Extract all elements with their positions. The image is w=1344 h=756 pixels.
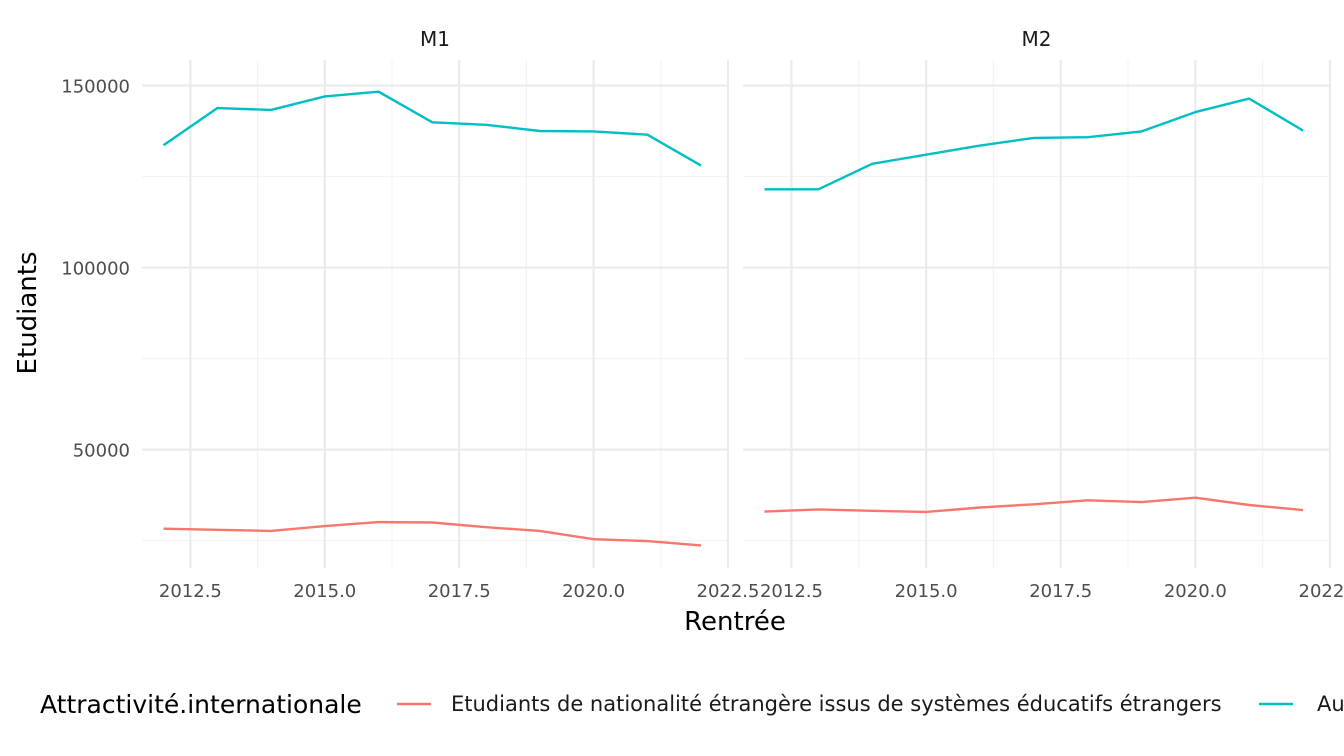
x-tick-label: 2022.5 [1299, 581, 1344, 602]
x-tick-label: 2020.0 [562, 581, 625, 602]
x-tick-label: 2012.5 [159, 581, 222, 602]
legend-title: Attractivité.internationale [40, 690, 362, 719]
legend-label: Etudiants de nationalité étrangère issus… [451, 692, 1222, 716]
x-tick-label: 2017.5 [428, 581, 491, 602]
x-axis-title: Rentrée [684, 607, 786, 637]
y-tick-label: 50000 [73, 441, 130, 462]
x-tick-label: 2012.5 [760, 581, 823, 602]
series-line [764, 97, 1304, 191]
series-line [764, 496, 1304, 514]
series-line [163, 520, 702, 547]
x-tick-label: 2020.0 [1164, 581, 1227, 602]
facet-strip-label: M2 [1022, 27, 1052, 51]
facet-strip-label: M1 [420, 27, 450, 51]
legend: Attractivité.internationale Etudiants de … [40, 690, 1344, 719]
y-axis-title: Etudiants [13, 252, 43, 375]
series-line [162, 90, 702, 167]
x-tick-label: 2022.5 [697, 581, 760, 602]
x-tick-label: 2017.5 [1029, 581, 1092, 602]
x-tick-label: 2015.0 [293, 581, 356, 602]
y-tick-label: 150000 [61, 76, 130, 97]
legend-label: Au [1317, 692, 1344, 716]
x-tick-label: 2015.0 [895, 581, 958, 602]
y-tick-label: 100000 [61, 259, 130, 280]
